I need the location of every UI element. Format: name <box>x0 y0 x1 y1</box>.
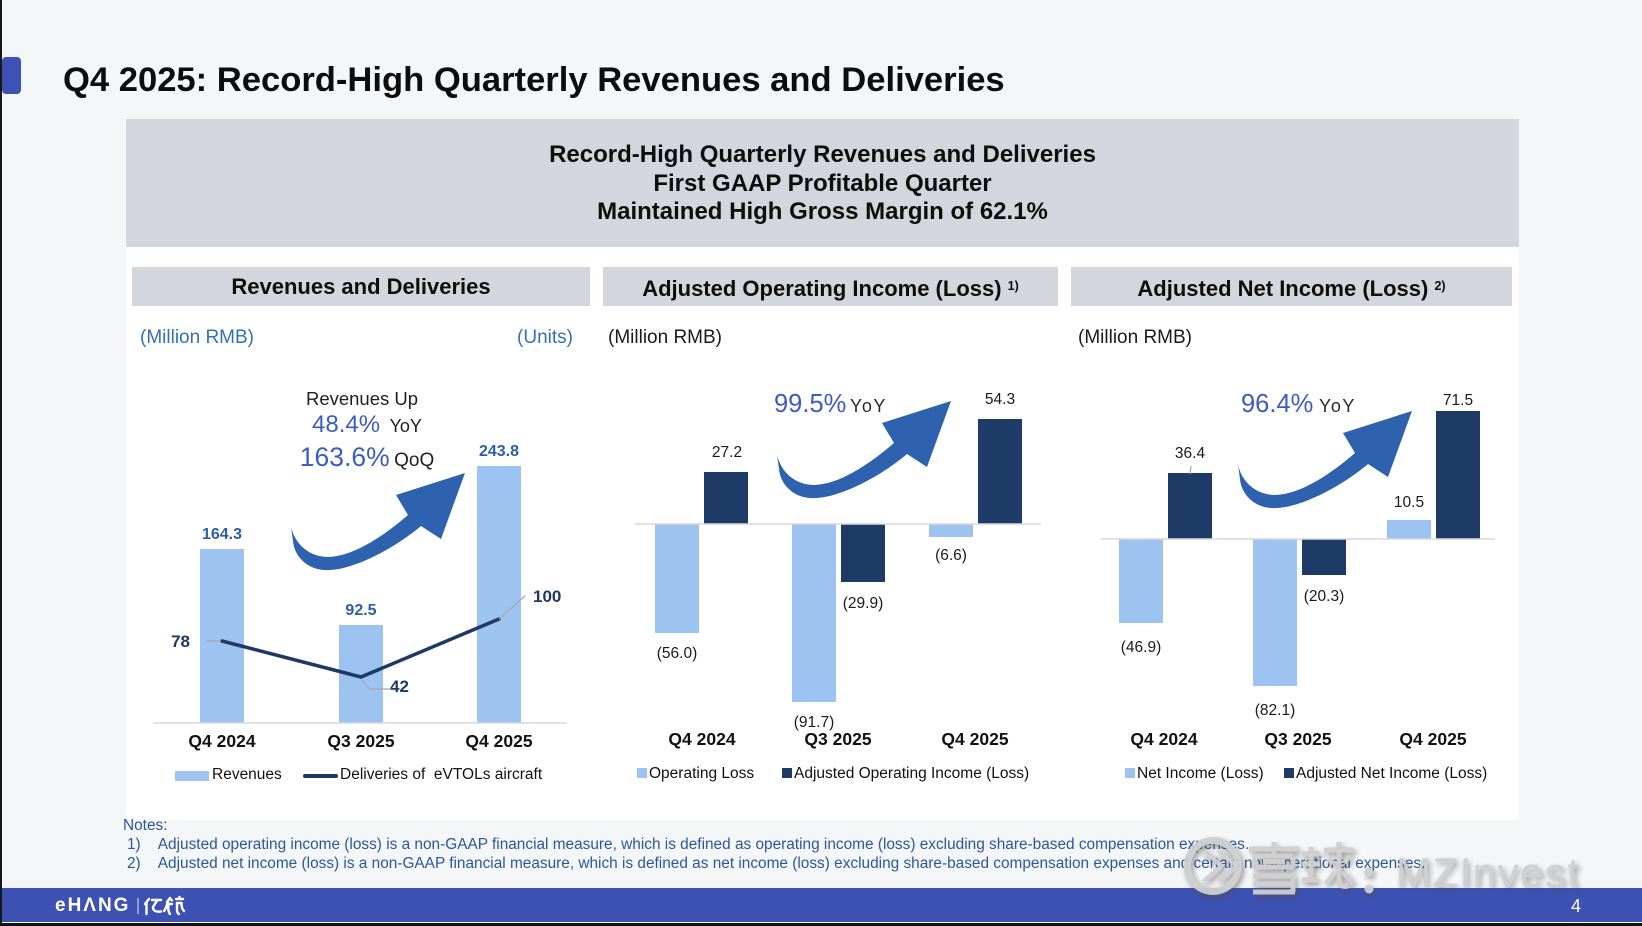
svg-text:MZInvest: MZInvest <box>1396 849 1581 896</box>
